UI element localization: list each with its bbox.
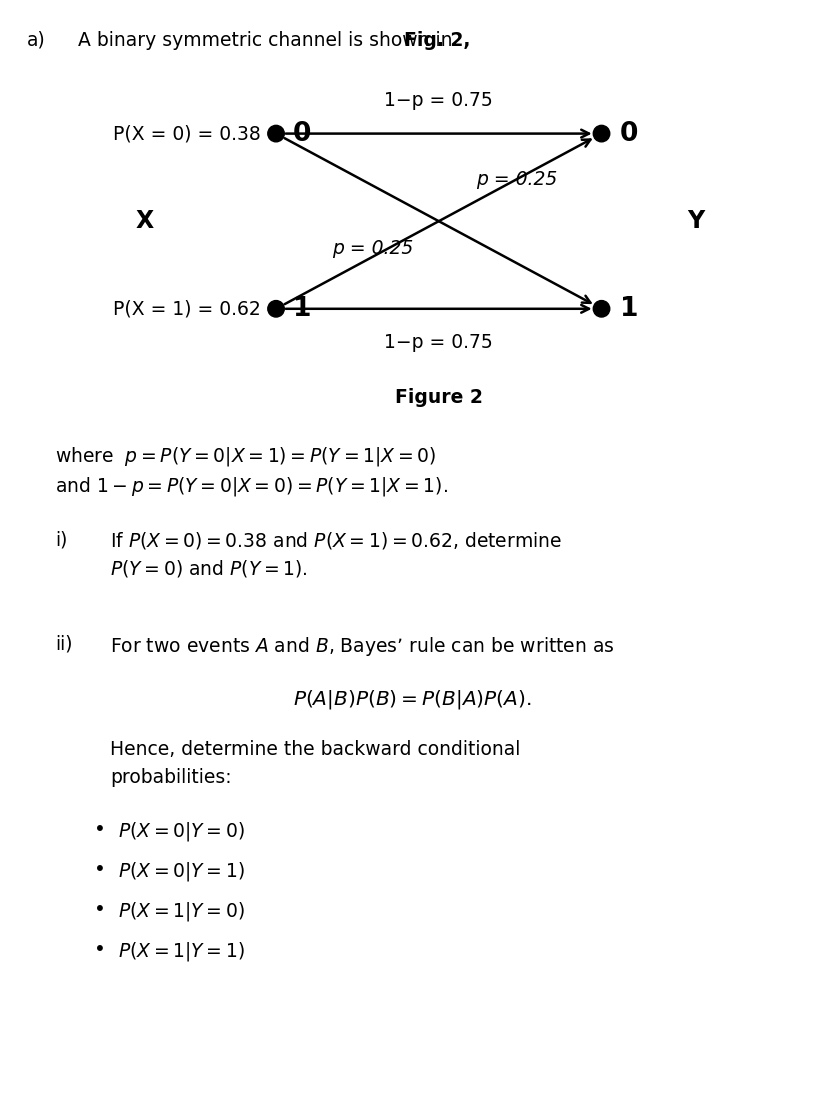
Text: •: •: [94, 820, 106, 839]
Text: •: •: [94, 900, 106, 919]
Text: $P(A|B)P(B) = P(B|A)P(A).$: $P(A|B)P(B) = P(B|A)P(A).$: [293, 688, 531, 711]
Text: •: •: [94, 860, 106, 879]
Text: 1: 1: [293, 296, 311, 322]
Text: 0: 0: [293, 120, 311, 147]
Text: i): i): [55, 530, 68, 549]
Text: P(X = 1) = 0.62: P(X = 1) = 0.62: [114, 299, 261, 319]
Text: Fig. 2,: Fig. 2,: [404, 31, 471, 49]
Text: probabilities:: probabilities:: [110, 768, 232, 787]
Text: ii): ii): [55, 635, 73, 654]
Text: 1: 1: [620, 296, 638, 322]
Text: $P(X = 0|Y = 1)$: $P(X = 0|Y = 1)$: [118, 860, 245, 883]
Text: Y: Y: [688, 209, 705, 233]
Text: $P(X = 1|Y = 1)$: $P(X = 1|Y = 1)$: [118, 940, 245, 963]
Text: $P(X = 0|Y = 0)$: $P(X = 0|Y = 0)$: [118, 820, 245, 843]
Text: X: X: [135, 209, 153, 233]
Text: P(X = 0) = 0.38: P(X = 0) = 0.38: [114, 124, 261, 143]
Text: For two events $A$ and $B$, Bayes’ rule can be written as: For two events $A$ and $B$, Bayes’ rule …: [110, 635, 615, 658]
Ellipse shape: [593, 300, 610, 318]
Text: Figure 2: Figure 2: [395, 388, 483, 406]
Ellipse shape: [268, 125, 284, 142]
Text: where  $p = P(Y = 0|X = 1) = P(Y = 1|X = 0)$: where $p = P(Y = 0|X = 1) = P(Y = 1|X = …: [55, 445, 436, 468]
Text: 1−p = 0.75: 1−p = 0.75: [385, 333, 493, 351]
Text: $P(Y = 0)$ and $P(Y = 1)$.: $P(Y = 0)$ and $P(Y = 1)$.: [110, 558, 307, 579]
Text: and $1 - p = P(Y = 0|X = 0) = P(Y = 1|X = 1)$.: and $1 - p = P(Y = 0|X = 0) = P(Y = 1|X …: [55, 475, 448, 498]
Text: A binary symmetric channel is shown in: A binary symmetric channel is shown in: [78, 31, 459, 49]
Ellipse shape: [268, 300, 284, 318]
Text: 0: 0: [620, 120, 638, 147]
Text: Hence, determine the backward conditional: Hence, determine the backward conditiona…: [110, 740, 521, 759]
Text: •: •: [94, 940, 106, 959]
Text: p = 0.25: p = 0.25: [331, 239, 413, 258]
Text: If $P(X = 0) = 0.38$ and $P(X = 1) = 0.62$, determine: If $P(X = 0) = 0.38$ and $P(X = 1) = 0.6…: [110, 530, 562, 551]
Text: p = 0.25: p = 0.25: [476, 170, 557, 189]
Text: $P(X = 1|Y = 0)$: $P(X = 1|Y = 0)$: [118, 900, 245, 923]
Text: a): a): [27, 31, 46, 49]
Ellipse shape: [593, 125, 610, 142]
Text: 1−p = 0.75: 1−p = 0.75: [385, 91, 493, 110]
